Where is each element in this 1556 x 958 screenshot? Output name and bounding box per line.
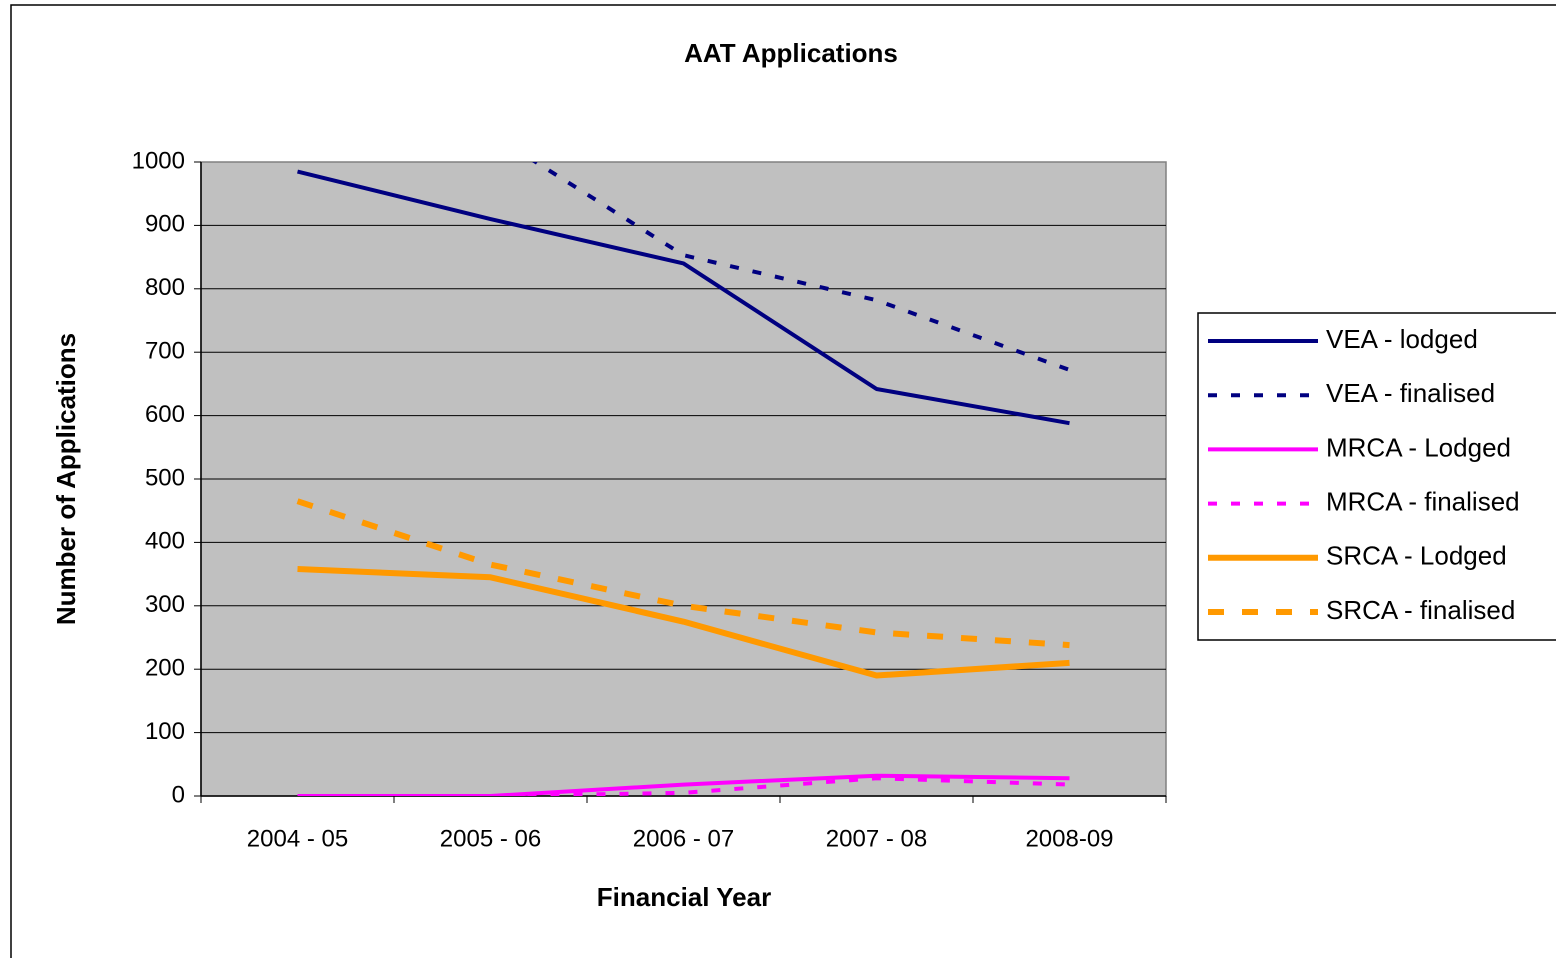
legend-label: VEA - lodged (1326, 324, 1478, 354)
series-line (297, 773, 1070, 796)
y-tick-label: 500 (145, 464, 185, 491)
x-tick-label: 2007 - 08 (826, 825, 927, 852)
y-tick-label: 100 (145, 718, 185, 745)
legend-label: VEA - finalised (1326, 378, 1495, 408)
y-tick-label: 600 (145, 401, 185, 428)
plot-lines (296, 162, 1071, 796)
chart-title: AAT Applications (684, 38, 898, 68)
y-tick-label: 800 (145, 274, 185, 301)
x-tick-label: 2005 - 06 (440, 825, 541, 852)
y-axis-label: Number of Applications (51, 333, 81, 625)
x-tick-label: 2006 - 07 (633, 825, 734, 852)
legend-label: MRCA - finalised (1326, 486, 1520, 516)
y-tick-label: 300 (145, 591, 185, 618)
series-line (297, 169, 1070, 426)
legend-label: MRCA - Lodged (1326, 432, 1511, 462)
y-tick-label: 0 (172, 781, 185, 808)
series-line (297, 566, 1070, 679)
legend (1197, 312, 1556, 641)
y-tick-label: 900 (145, 211, 185, 238)
series-line (296, 498, 1070, 649)
y-tick-label: 200 (145, 655, 185, 682)
x-tick-label: 2008-09 (1025, 825, 1113, 852)
legend-label: SRCA - finalised (1326, 595, 1515, 625)
y-tick-label: 400 (145, 528, 185, 555)
legend-label: SRCA - Lodged (1326, 541, 1507, 571)
x-tick-label: 2004 - 05 (247, 825, 348, 852)
x-axis-label: Financial Year (597, 882, 771, 912)
series-line (531, 162, 1071, 372)
y-tick-label: 1000 (132, 147, 185, 174)
y-tick-label: 700 (145, 338, 185, 365)
